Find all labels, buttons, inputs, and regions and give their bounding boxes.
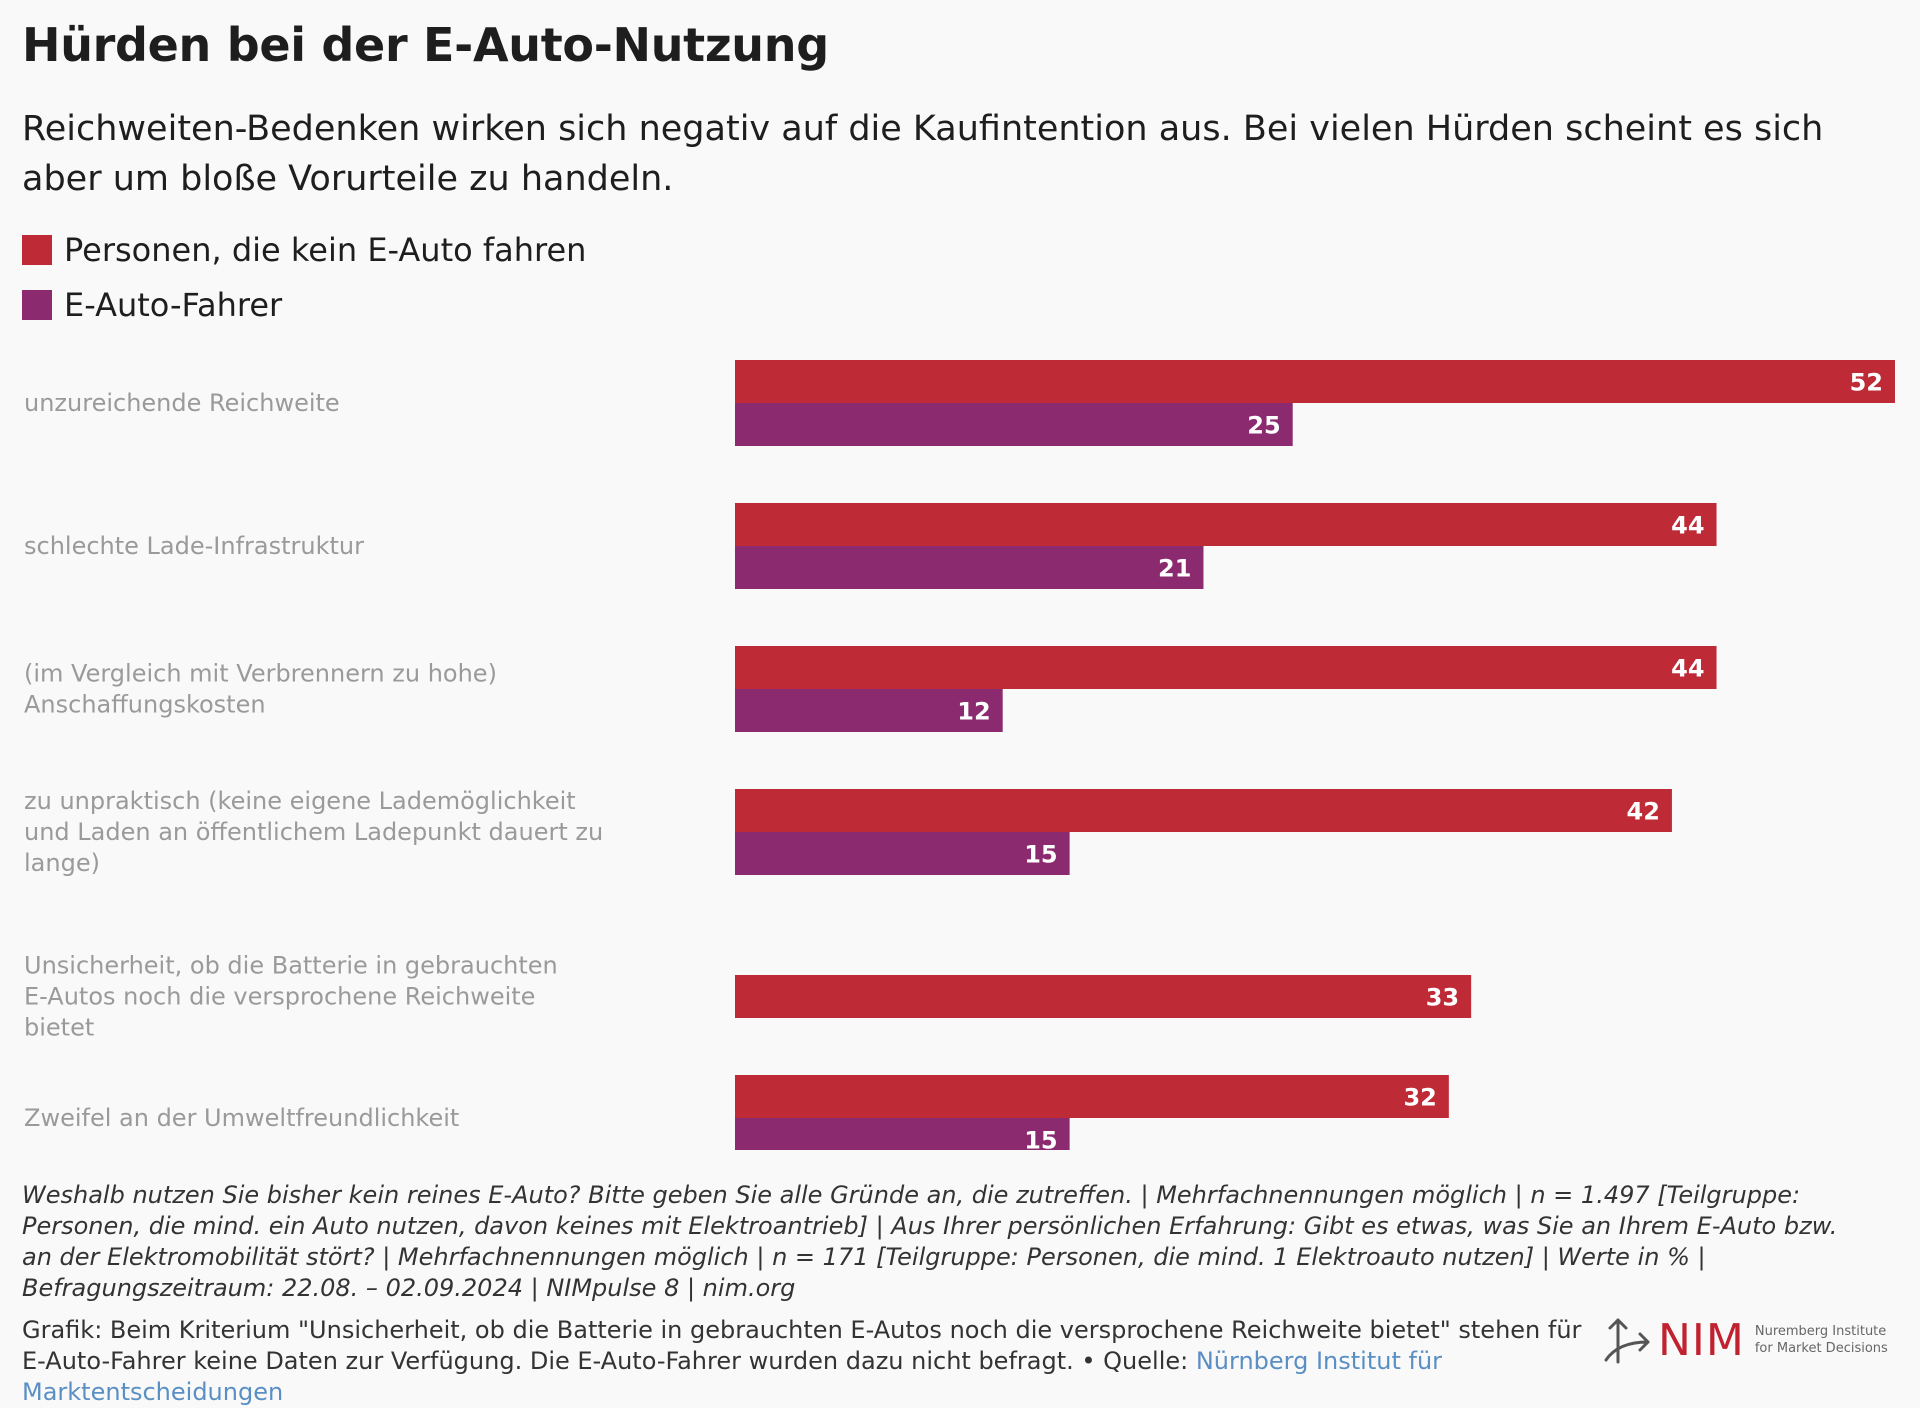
legend-item-non-ev: Personen, die kein E-Auto fahren [22,222,586,277]
bar-non-ev [735,646,1717,689]
legend: Personen, die kein E-Auto fahren E-Auto-… [22,222,586,332]
value-label-non-ev: 44 [1671,655,1704,683]
value-label-ev: 15 [1024,1127,1057,1151]
nim-logo: NIM Nuremberg Institute for Market Decis… [1602,1314,1888,1366]
logo-wordmark: NIM [1658,1314,1745,1366]
category-label: unzureichende Reichweite [24,389,340,417]
legend-swatch-ev [22,289,52,320]
chart-title: Hürden bei der E-Auto-Nutzung [22,18,829,72]
credit-text: Grafik: Beim Kriterium "Unsicherheit, ob… [22,1316,1582,1375]
logo-tagline-line2: for Market Decisions [1754,1341,1888,1356]
category-label: schlechte Lade-Infrastruktur [24,532,364,560]
value-label-non-ev: 52 [1850,369,1883,397]
chart-subtitle: Reichweiten-Bedenken wirken sich negativ… [22,109,1824,199]
logo-tagline-line1: Nuremberg Institute [1754,1324,1887,1339]
bar-ev [735,546,1204,589]
category-label: Unsicherheit, ob die Batterie in gebrauc… [24,952,558,1042]
bar-non-ev [735,503,1717,546]
legend-label-non-ev: Personen, die kein E-Auto fahren [64,230,587,269]
legend-label-ev: E-Auto-Fahrer [64,285,283,324]
method-note: Weshalb nutzen Sie bisher kein reines E-… [22,1181,1838,1302]
bar-non-ev [735,360,1895,403]
nim-arrow-icon [1604,1318,1650,1364]
category-label: zu unpraktisch (keine eigene Lademöglich… [24,787,603,877]
value-label-non-ev: 33 [1426,984,1459,1012]
bar-non-ev [735,975,1472,1018]
category-label: Zweifel an der Umweltfreundlichkeit [24,1104,459,1132]
value-label-ev: 21 [1158,555,1191,583]
bar-ev [735,832,1070,875]
legend-swatch-non-ev [22,234,52,265]
bar-ev [735,689,1003,732]
credit: Grafik: Beim Kriterium "Unsicherheit, ob… [22,1315,1582,1408]
value-label-non-ev: 32 [1403,1084,1436,1112]
bar-ev [735,403,1293,446]
value-label-non-ev: 44 [1671,512,1704,540]
logo-tagline: Nuremberg Institute for Market Decisions [1755,1323,1888,1357]
value-label-ev: 25 [1247,412,1280,440]
bar-ev [735,1118,1070,1150]
bar-chart: unzureichende Reichweite 52 25 schlechte La… [24,360,1895,1151]
bar-non-ev [735,1075,1449,1118]
category-label: (im Vergleich mit Verbrennern zu hohe) An… [24,660,497,719]
value-label-ev: 15 [1024,841,1057,869]
value-label-ev: 12 [957,698,990,726]
value-label-non-ev: 42 [1627,798,1660,826]
bar-non-ev [735,789,1672,832]
legend-item-ev: E-Auto-Fahrer [22,277,586,332]
